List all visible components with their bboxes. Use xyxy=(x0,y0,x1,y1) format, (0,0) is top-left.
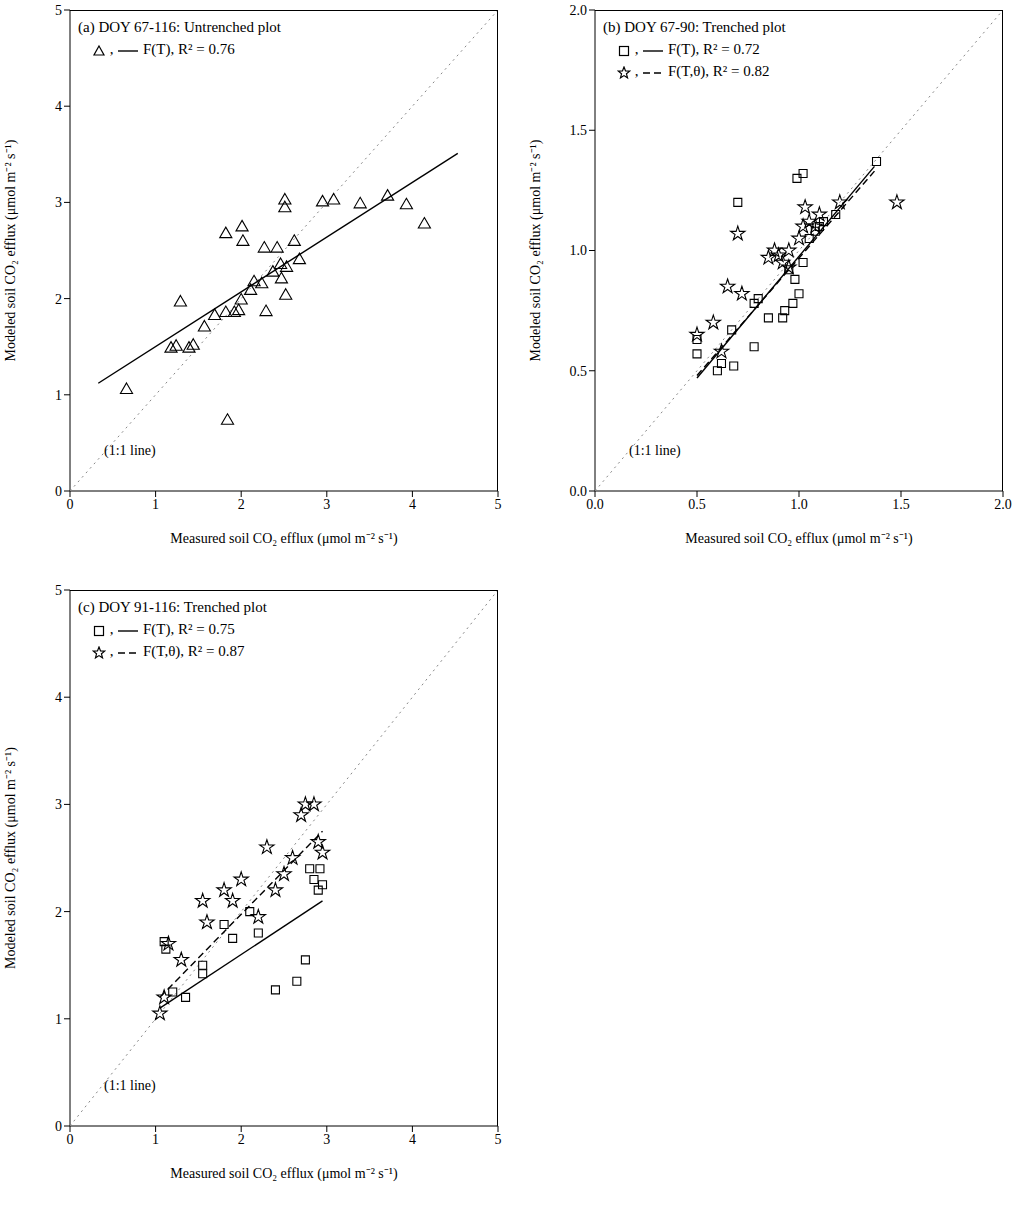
svg-text:4: 4 xyxy=(55,99,62,114)
svg-text:2: 2 xyxy=(238,1132,245,1147)
html-text:(1:1 line): (1:1 line) xyxy=(104,1078,156,1093)
svg-text:0: 0 xyxy=(55,1119,62,1134)
svg-text:3: 3 xyxy=(55,797,62,812)
svg-text:Modeled soil CO₂ efflux (μmol: Modeled soil CO₂ efflux (μmol m⁻² s⁻¹) xyxy=(3,139,19,361)
svg-text:0.5: 0.5 xyxy=(570,364,588,379)
svg-text:1.5: 1.5 xyxy=(570,123,588,138)
svg-text:0.0: 0.0 xyxy=(586,497,604,512)
html-text:F(T), R² = 0.75: F(T), R² = 0.75 xyxy=(143,621,235,637)
html-text:F(T,θ), R² = 0.82: F(T,θ), R² = 0.82 xyxy=(668,63,770,79)
html-text:(1:1 line): (1:1 line) xyxy=(104,443,156,458)
svg-text:0.5: 0.5 xyxy=(688,497,706,512)
svg-text:3: 3 xyxy=(55,195,62,210)
html-text:(a) DOY 67-116: Untrenched plo: (a) DOY 67-116: Untrenched plot xyxy=(78,19,281,35)
svg-text:2.0: 2.0 xyxy=(570,3,588,18)
html-text:(c) DOY 91-116: Trenched plot: (c) DOY 91-116: Trenched plot xyxy=(78,599,267,615)
html-text:(1:1 line): (1:1 line) xyxy=(629,443,681,458)
svg-text:1.0: 1.0 xyxy=(570,243,588,258)
svg-text:2.0: 2.0 xyxy=(994,497,1012,512)
html-text:F(T), R² = 0.76: F(T), R² = 0.76 xyxy=(143,41,235,57)
svg-text:1.5: 1.5 xyxy=(892,497,910,512)
svg-text:5: 5 xyxy=(495,497,502,512)
svg-text:3: 3 xyxy=(323,497,330,512)
svg-text:0: 0 xyxy=(67,497,74,512)
svg-text:2: 2 xyxy=(55,905,62,920)
svg-text:Measured soil CO₂ efflux (μmol: Measured soil CO₂ efflux (μmol m⁻² s⁻¹) xyxy=(170,1166,398,1182)
svg-text:1: 1 xyxy=(55,388,62,403)
svg-text:1: 1 xyxy=(55,1012,62,1027)
svg-text:Modeled soil CO₂ efflux (μmol: Modeled soil CO₂ efflux (μmol m⁻² s⁻¹) xyxy=(3,747,19,969)
html-text:F(T,θ), R² = 0.87: F(T,θ), R² = 0.87 xyxy=(143,643,245,659)
svg-text:4: 4 xyxy=(409,497,416,512)
html-text:F(T), R² = 0.72: F(T), R² = 0.72 xyxy=(668,41,760,57)
svg-text:1: 1 xyxy=(152,497,159,512)
svg-text:4: 4 xyxy=(55,690,62,705)
svg-text:Modeled soil CO₂ efflux (μmol: Modeled soil CO₂ efflux (μmol m⁻² s⁻¹) xyxy=(528,139,544,361)
svg-text:0.0: 0.0 xyxy=(570,484,588,499)
svg-text:Measured soil CO₂ efflux (μmol: Measured soil CO₂ efflux (μmol m⁻² s⁻¹) xyxy=(685,531,913,547)
svg-text:4: 4 xyxy=(409,1132,416,1147)
svg-text:1: 1 xyxy=(152,1132,159,1147)
svg-text:5: 5 xyxy=(55,3,62,18)
svg-text:5: 5 xyxy=(55,583,62,598)
svg-text:0: 0 xyxy=(67,1132,74,1147)
html-text:(b) DOY 67-90: Trenched plot: (b) DOY 67-90: Trenched plot xyxy=(603,19,786,35)
svg-text:3: 3 xyxy=(323,1132,330,1147)
svg-text:0: 0 xyxy=(55,484,62,499)
svg-text:5: 5 xyxy=(495,1132,502,1147)
svg-text:2: 2 xyxy=(238,497,245,512)
svg-text:Measured soil CO₂ efflux (μmol: Measured soil CO₂ efflux (μmol m⁻² s⁻¹) xyxy=(170,531,398,547)
svg-text:1.0: 1.0 xyxy=(790,497,808,512)
svg-text:2: 2 xyxy=(55,292,62,307)
